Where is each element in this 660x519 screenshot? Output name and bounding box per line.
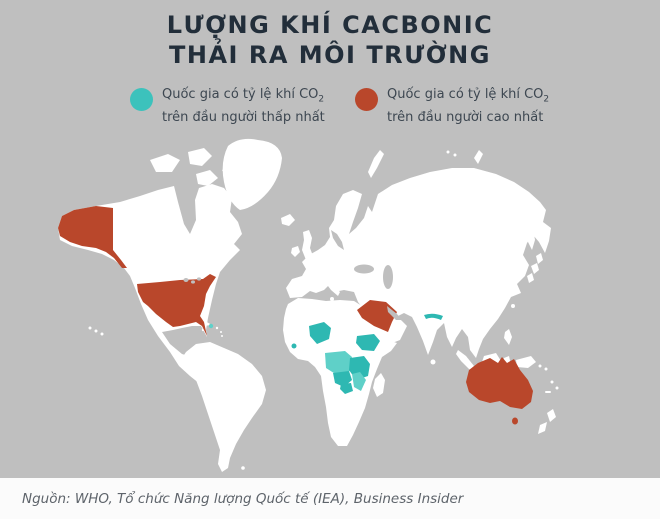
- country-nepal: [424, 313, 443, 320]
- philippines: [504, 329, 512, 345]
- black-sea: [354, 264, 374, 274]
- arctic-island-3: [196, 170, 218, 186]
- great-britain: [302, 230, 313, 260]
- south-america: [182, 342, 266, 472]
- japan-north: [536, 253, 543, 264]
- franz-josef-2: [453, 153, 457, 157]
- country-haiti: [208, 323, 214, 329]
- vanuatu: [550, 380, 554, 384]
- legend-lowest-line2: trên đầu người thấp nhất: [162, 109, 325, 125]
- fiji: [555, 386, 559, 390]
- legend-item-highest: Quốc gia có tỷ lệ khí CO2 trên đầu người…: [355, 86, 549, 126]
- puerto-rico: [215, 326, 219, 330]
- legend-label-lowest: Quốc gia có tỷ lệ khí CO2 trên đầu người…: [162, 86, 325, 126]
- lesser-antilles-1: [220, 331, 222, 333]
- title-line-1: LƯỢNG KHÍ CACBONIC: [166, 11, 494, 39]
- country-sierra-leone: [291, 343, 297, 349]
- hawaii-2: [94, 329, 98, 333]
- country-zimbabwe: [340, 383, 353, 394]
- eurasia: [286, 168, 551, 358]
- great-lake-2: [191, 280, 195, 284]
- ireland: [291, 246, 300, 257]
- solomon-1: [538, 364, 542, 368]
- legend-item-lowest: Quốc gia có tỷ lệ khí CO2 trên đầu người…: [130, 86, 325, 126]
- franz-josef-1: [446, 150, 450, 154]
- legend-label-highest: Quốc gia có tỷ lệ khí CO2 trên đầu người…: [387, 86, 549, 126]
- country-australia: [466, 357, 533, 409]
- country-niger: [309, 322, 331, 344]
- country-tasmania: [512, 417, 518, 425]
- taiwan: [511, 304, 515, 308]
- novaya-zemlya: [368, 150, 384, 178]
- solomon-2: [544, 367, 548, 371]
- world-map: [0, 130, 660, 478]
- country-dr-congo: [325, 351, 352, 375]
- arctic-island-1: [150, 154, 180, 172]
- legend-highest-line2: trên đầu người cao nhất: [387, 109, 544, 125]
- great-lake-1: [183, 278, 189, 282]
- japan-south: [527, 273, 534, 283]
- sri-lanka: [430, 359, 436, 365]
- country-usa: [137, 274, 216, 336]
- hawaii-3: [100, 332, 104, 336]
- italy: [326, 278, 340, 296]
- japan-main: [531, 263, 539, 274]
- country-ethiopia: [356, 334, 380, 351]
- lowest-co2-swatch-icon: [130, 88, 153, 111]
- caspian-sea: [383, 265, 393, 289]
- iceland: [281, 214, 295, 226]
- falkland-islands: [241, 466, 245, 470]
- new-zealand-north: [547, 409, 556, 422]
- lesser-antilles-2: [221, 335, 223, 337]
- source-bar: Nguồn: WHO, Tổ chức Năng lượng Quốc tế (…: [0, 478, 660, 519]
- severnaya-zemlya: [474, 150, 483, 164]
- country-malawi-mozambique: [352, 372, 366, 391]
- country-zambia: [333, 371, 352, 387]
- new-zealand-south: [538, 422, 547, 434]
- madagascar: [373, 373, 385, 397]
- legend-lowest-line1: Quốc gia có tỷ lệ khí CO2: [162, 87, 325, 105]
- title-line-2: THẢI RA MÔI TRƯỜNG: [169, 41, 491, 69]
- sumatra: [456, 350, 474, 370]
- persian-gulf: [387, 306, 402, 320]
- source-text: Nguồn: WHO, Tổ chức Năng lượng Quốc tế (…: [22, 490, 464, 507]
- jamaica: [201, 328, 205, 332]
- sicily: [330, 297, 334, 301]
- legend-highest-line1: Quốc gia có tỷ lệ khí CO2: [387, 87, 550, 105]
- baltic-sea: [331, 230, 344, 250]
- bahamas: [206, 315, 208, 317]
- greenland: [222, 138, 282, 210]
- page-title: LƯỢNG KHÍ CACBONIC THẢI RA MÔI TRƯỜNG: [0, 10, 660, 70]
- new-guinea: [516, 356, 536, 368]
- new-caledonia: [545, 391, 551, 393]
- arctic-island-4: [222, 166, 238, 182]
- sakhalin: [528, 228, 535, 250]
- highest-co2-swatch-icon: [355, 88, 378, 111]
- arctic-island-2: [188, 148, 212, 166]
- great-lake-3: [197, 277, 201, 281]
- country-saudi-arabia: [357, 300, 397, 332]
- country-alaska: [58, 206, 127, 268]
- hawaii-1: [88, 326, 92, 330]
